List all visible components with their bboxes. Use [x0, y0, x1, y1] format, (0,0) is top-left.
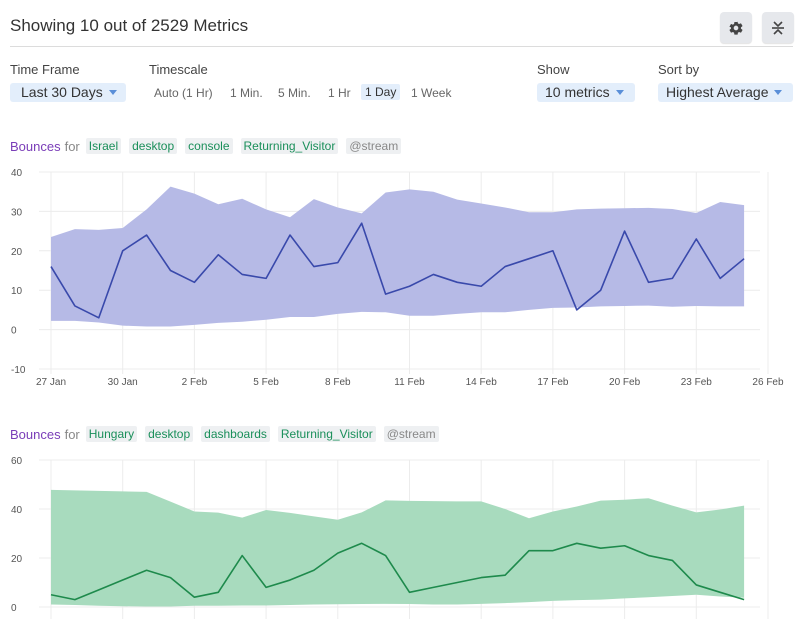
x-tick-label: 23 Feb: [681, 377, 713, 388]
timescale-option-1min[interactable]: 1 Min.: [230, 86, 263, 100]
x-tick-label: 2 Feb: [182, 377, 208, 388]
y-tick-label: 10: [11, 286, 23, 297]
chart-2-heading: Bounces for Hungary desktop dashboards R…: [10, 425, 447, 443]
y-tick-label: 60: [11, 456, 23, 467]
sort-by-dropdown[interactable]: Highest Average: [658, 83, 793, 102]
for-label: for: [64, 426, 80, 442]
timescale-option-1week[interactable]: 1 Week: [411, 86, 452, 100]
timescale-option-1day[interactable]: 1 Day: [361, 84, 401, 100]
x-tick-label: 20 Feb: [609, 377, 641, 388]
sort-by-value: Highest Average: [666, 84, 769, 100]
chart-2: 60 40 20 0: [11, 456, 769, 619]
metric-name[interactable]: Bounces: [10, 138, 61, 154]
metric-name[interactable]: Bounces: [10, 426, 61, 442]
y-tick-label: 30: [11, 207, 23, 218]
chevron-down-icon: [615, 90, 624, 95]
tag-visitor-type[interactable]: Returning_Visitor: [240, 138, 339, 154]
x-tick-label: 8 Feb: [325, 377, 351, 388]
chart-1-heading: Bounces for Israel desktop console Retur…: [10, 137, 409, 155]
time-frame-value: Last 30 Days: [21, 84, 103, 100]
collapse-button[interactable]: [762, 12, 794, 43]
range-band: [51, 186, 745, 327]
time-frame-label: Time Frame: [10, 62, 80, 77]
series-line: [50, 542, 745, 601]
y-tick-label: 0: [11, 326, 17, 337]
x-tick-label: 14 Feb: [466, 377, 498, 388]
tag-visitor-type[interactable]: Returning_Visitor: [277, 426, 376, 442]
page-title: Showing 10 out of 2529 Metrics: [10, 16, 249, 35]
x-tick-label: 17 Feb: [537, 377, 569, 388]
y-tick-label: 20: [11, 554, 23, 565]
tag-platform[interactable]: desktop: [129, 138, 178, 154]
series-line: [50, 222, 745, 319]
tag-section[interactable]: dashboards: [201, 426, 270, 442]
y-tick-label: 20: [11, 247, 23, 258]
chart-1: 40 30 20 10 0 -10 27 Jan 30 Jan 2 Feb 5 Feb 8 Feb 1…: [11, 168, 784, 388]
tag-country[interactable]: Israel: [85, 138, 122, 154]
y-tick-label: 0: [11, 603, 17, 614]
settings-button[interactable]: [720, 12, 752, 43]
y-tick-label: 40: [11, 168, 23, 179]
range-band: [51, 489, 745, 607]
for-label: for: [64, 138, 80, 154]
x-tick-label: 30 Jan: [108, 377, 138, 388]
x-tick-label: 11 Feb: [394, 377, 425, 388]
timescale-option-auto[interactable]: Auto (1 Hr): [154, 86, 213, 100]
x-tick-label: 5 Feb: [253, 377, 279, 388]
header-divider: [10, 46, 793, 47]
tag-section[interactable]: console: [185, 138, 233, 154]
time-frame-dropdown[interactable]: Last 30 Days: [10, 83, 126, 102]
collapse-icon: [772, 20, 784, 35]
tag-stream[interactable]: @stream: [383, 426, 439, 442]
chevron-down-icon: [774, 90, 783, 95]
show-value: 10 metrics: [545, 84, 610, 100]
x-tick-label: 27 Jan: [36, 377, 66, 388]
y-tick-label: 40: [11, 505, 23, 516]
gear-icon: [729, 21, 743, 35]
y-tick-label: -10: [11, 365, 26, 376]
chevron-down-icon: [108, 90, 117, 95]
timescale-option-5min[interactable]: 5 Min.: [278, 86, 311, 100]
x-tick-label: 26 Feb: [752, 377, 784, 388]
timescale-option-1hr[interactable]: 1 Hr: [328, 86, 351, 100]
tag-stream[interactable]: @stream: [346, 138, 402, 154]
tag-country[interactable]: Hungary: [85, 426, 138, 442]
tag-platform[interactable]: desktop: [145, 426, 194, 442]
timescale-label: Timescale: [149, 62, 208, 77]
sort-by-label: Sort by: [658, 62, 700, 77]
show-label: Show: [537, 62, 570, 77]
show-dropdown[interactable]: 10 metrics: [537, 83, 635, 102]
